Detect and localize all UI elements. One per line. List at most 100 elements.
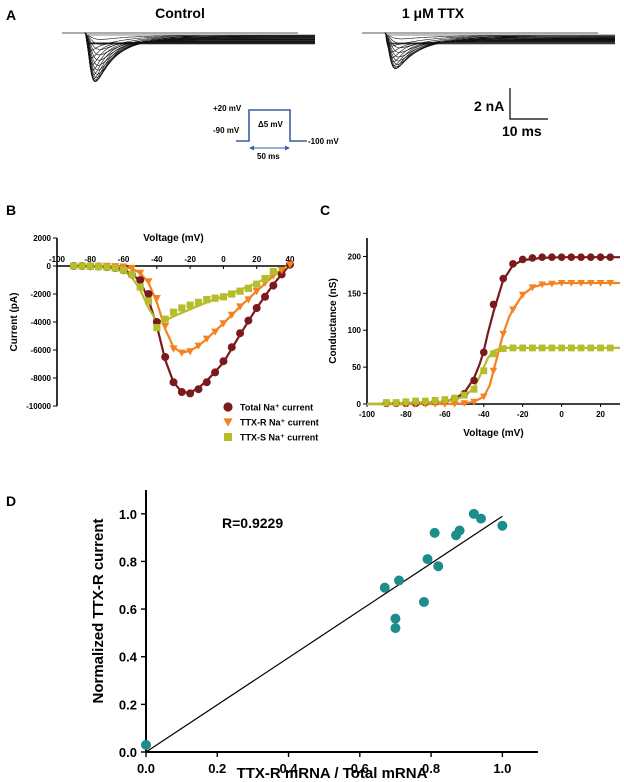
current-trace	[84, 32, 315, 76]
protocol-hold-label: -90 mV	[213, 126, 240, 135]
data-point	[286, 261, 294, 269]
data-point	[219, 320, 228, 328]
voltage-protocol: +20 mV Δ5 mV -90 mV -100 mV 50 ms	[213, 104, 339, 161]
data-point	[433, 561, 444, 572]
data-point	[499, 330, 508, 338]
data-point	[538, 253, 546, 261]
current-trace	[84, 32, 315, 45]
y-tick-label: 0.8	[119, 554, 137, 569]
data-point	[587, 279, 595, 287]
current-trace	[384, 32, 615, 69]
regression-line	[145, 515, 503, 753]
x-tick-label: 0.8	[422, 761, 440, 776]
data-point	[596, 253, 605, 261]
data-point	[161, 353, 170, 361]
data-point	[261, 275, 269, 283]
data-point	[548, 280, 556, 288]
scale-bar-lines	[509, 88, 548, 120]
data-point	[480, 367, 488, 375]
data-point	[390, 623, 401, 634]
data-point	[86, 262, 94, 270]
data-point	[379, 582, 390, 593]
data-point	[548, 344, 556, 352]
y-tick-label: 0.2	[119, 697, 137, 712]
x-tick-label: 0	[221, 255, 226, 264]
data-point	[519, 344, 527, 352]
data-point	[418, 596, 429, 607]
current-trace	[384, 32, 615, 62]
data-point	[394, 575, 405, 586]
current-trace	[384, 32, 615, 69]
data-point	[203, 296, 211, 304]
current-trace	[384, 32, 615, 53]
protocol-step-label: Δ5 mV	[258, 120, 284, 129]
y-axis-label: Current (pA)	[9, 293, 20, 352]
protocol-end-label: -100 mV	[308, 137, 339, 146]
data-point	[103, 263, 111, 271]
data-point	[392, 399, 400, 406]
data-point	[489, 300, 498, 309]
data-point	[470, 376, 478, 385]
current-trace	[84, 32, 315, 44]
data-point	[402, 398, 410, 406]
current-trace	[84, 32, 315, 40]
correlation-annotation: R=0.9229	[222, 515, 283, 531]
data-point	[211, 368, 220, 377]
current-trace	[384, 32, 615, 40]
current-trace	[84, 32, 315, 82]
data-point	[567, 253, 576, 261]
protocol-duration-label: 50 ms	[257, 152, 280, 161]
data-point	[224, 433, 232, 441]
current-trace	[384, 32, 615, 44]
panel-label-d: D	[6, 493, 16, 509]
panel-label-a: A	[6, 7, 16, 23]
current-trace	[84, 32, 315, 44]
y-tick-label: 0.0	[119, 745, 137, 760]
current-trace	[84, 32, 315, 36]
x-axis-label: Voltage (mV)	[143, 233, 203, 244]
data-point	[169, 308, 178, 316]
data-point	[186, 389, 195, 398]
x-tick-label: -20	[517, 410, 529, 419]
arrowhead-left-icon	[249, 145, 254, 151]
x-tick-label: -100	[359, 410, 376, 419]
current-trace	[384, 32, 615, 45]
data-point	[567, 344, 575, 352]
current-trace	[84, 32, 315, 81]
data-point	[567, 279, 576, 287]
data-point	[227, 311, 236, 319]
data-point	[95, 262, 103, 271]
chart-b-iv-curve: 2000 0 -2000 -4000 -6000 -8000 -10000 -100 -80 -6…	[9, 233, 319, 443]
x-tick-label: 0.2	[208, 761, 226, 776]
data-point	[497, 520, 508, 531]
data-point	[169, 345, 178, 353]
current-trace	[84, 32, 315, 61]
x-tick-label: 20	[252, 255, 261, 264]
x-tick-label: -60	[118, 255, 130, 264]
data-point	[597, 344, 604, 352]
data-point	[252, 288, 261, 296]
y-tick-label: 50	[352, 363, 361, 372]
y-tick-label: -8000	[31, 374, 52, 383]
data-point	[177, 349, 186, 357]
y-axis-label: Normalized TTX-R current	[90, 518, 107, 703]
data-point	[211, 328, 220, 336]
data-point	[454, 525, 465, 536]
ttx-current-traces	[384, 32, 615, 70]
data-point	[194, 298, 203, 306]
data-point	[518, 255, 527, 264]
data-point	[518, 291, 527, 299]
current-trace	[384, 32, 615, 44]
data-point	[161, 315, 169, 323]
y-tick-label: 1.0	[119, 507, 137, 522]
data-point	[468, 508, 479, 519]
x-axis-label: TTX-R mRNA / Total mRNA	[237, 765, 428, 782]
data-point	[119, 266, 128, 274]
data-point	[499, 345, 507, 353]
x-tick-label: -80	[85, 255, 97, 264]
x-tick-label: 20	[596, 410, 605, 419]
data-point	[144, 290, 153, 298]
data-point	[450, 400, 459, 408]
data-point	[111, 264, 119, 272]
data-point	[557, 253, 566, 261]
